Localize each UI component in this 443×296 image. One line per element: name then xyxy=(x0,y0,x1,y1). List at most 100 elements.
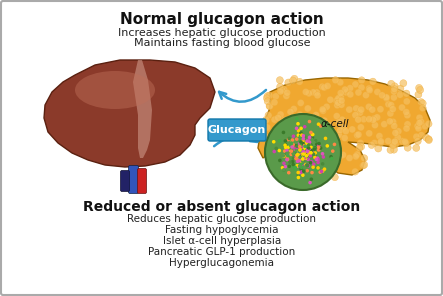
Circle shape xyxy=(299,148,303,152)
Circle shape xyxy=(266,133,273,141)
Circle shape xyxy=(274,147,278,150)
Circle shape xyxy=(284,125,291,132)
Circle shape xyxy=(317,122,320,126)
Circle shape xyxy=(300,151,304,154)
Circle shape xyxy=(264,95,270,102)
Circle shape xyxy=(324,136,327,140)
Circle shape xyxy=(302,154,306,158)
Circle shape xyxy=(297,159,301,163)
Circle shape xyxy=(302,149,305,153)
Circle shape xyxy=(300,153,304,157)
Circle shape xyxy=(357,109,363,116)
Circle shape xyxy=(331,149,334,153)
Circle shape xyxy=(302,142,305,146)
Circle shape xyxy=(302,147,306,151)
Circle shape xyxy=(301,151,304,155)
Circle shape xyxy=(302,137,305,140)
Circle shape xyxy=(301,151,305,155)
Circle shape xyxy=(376,133,383,140)
Circle shape xyxy=(295,144,299,148)
Circle shape xyxy=(307,126,314,133)
Circle shape xyxy=(277,111,284,118)
Circle shape xyxy=(321,152,324,156)
Circle shape xyxy=(320,170,323,173)
Circle shape xyxy=(309,147,312,150)
Circle shape xyxy=(294,157,298,160)
Text: Pancreatic GLP-1 production: Pancreatic GLP-1 production xyxy=(148,247,295,257)
Circle shape xyxy=(296,111,303,118)
Circle shape xyxy=(306,163,309,167)
Circle shape xyxy=(293,172,297,175)
Circle shape xyxy=(296,145,300,149)
Circle shape xyxy=(295,117,299,120)
Circle shape xyxy=(319,124,323,128)
Circle shape xyxy=(306,157,310,161)
Circle shape xyxy=(286,142,289,146)
Circle shape xyxy=(299,149,302,152)
Circle shape xyxy=(312,147,316,150)
Circle shape xyxy=(316,158,320,161)
Circle shape xyxy=(390,118,396,126)
Circle shape xyxy=(319,128,326,136)
Circle shape xyxy=(300,148,303,152)
Circle shape xyxy=(301,157,305,160)
Circle shape xyxy=(300,162,303,165)
Circle shape xyxy=(296,147,299,151)
Circle shape xyxy=(301,150,305,154)
Circle shape xyxy=(404,112,411,119)
Circle shape xyxy=(292,152,295,156)
Circle shape xyxy=(307,146,311,150)
Circle shape xyxy=(414,138,421,144)
Circle shape xyxy=(346,106,353,113)
Circle shape xyxy=(354,132,361,139)
Circle shape xyxy=(296,154,300,157)
Circle shape xyxy=(293,166,297,169)
Circle shape xyxy=(296,160,299,163)
Circle shape xyxy=(301,148,305,152)
Circle shape xyxy=(292,157,295,160)
Circle shape xyxy=(284,152,288,156)
Circle shape xyxy=(304,152,307,156)
Circle shape xyxy=(331,137,338,144)
Circle shape xyxy=(337,90,344,96)
Circle shape xyxy=(389,141,396,148)
Circle shape xyxy=(403,98,410,105)
Circle shape xyxy=(308,136,312,139)
Circle shape xyxy=(304,105,311,112)
Text: Reduces hepatic glucose production: Reduces hepatic glucose production xyxy=(128,214,316,224)
Circle shape xyxy=(400,80,407,87)
Circle shape xyxy=(346,85,354,92)
Circle shape xyxy=(425,136,432,143)
Circle shape xyxy=(327,96,334,103)
Circle shape xyxy=(302,150,306,153)
Circle shape xyxy=(338,101,345,108)
Circle shape xyxy=(372,122,378,128)
Circle shape xyxy=(349,126,356,133)
Circle shape xyxy=(313,128,320,135)
Circle shape xyxy=(299,155,303,159)
Circle shape xyxy=(323,103,330,110)
Circle shape xyxy=(311,138,314,141)
Circle shape xyxy=(298,147,302,151)
FancyBboxPatch shape xyxy=(137,168,147,194)
Circle shape xyxy=(274,133,281,140)
Circle shape xyxy=(291,138,294,142)
Circle shape xyxy=(298,145,302,149)
Circle shape xyxy=(326,122,333,129)
Circle shape xyxy=(358,124,365,131)
Circle shape xyxy=(300,146,303,149)
Circle shape xyxy=(297,133,300,137)
Circle shape xyxy=(279,87,286,94)
Circle shape xyxy=(299,159,303,163)
Circle shape xyxy=(299,151,302,155)
Circle shape xyxy=(282,125,289,132)
Circle shape xyxy=(301,149,304,153)
Circle shape xyxy=(284,143,288,147)
Circle shape xyxy=(307,143,311,147)
Circle shape xyxy=(265,114,341,190)
Circle shape xyxy=(362,92,369,99)
Polygon shape xyxy=(44,60,215,167)
Circle shape xyxy=(337,79,344,86)
Circle shape xyxy=(302,149,305,152)
Circle shape xyxy=(322,143,329,150)
